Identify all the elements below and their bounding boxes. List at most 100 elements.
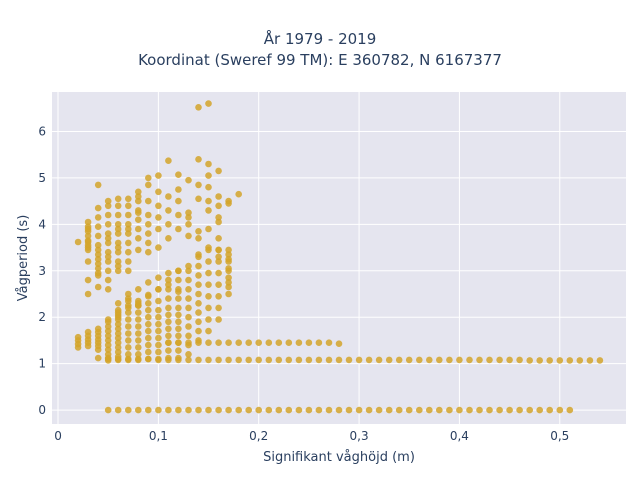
data-point [104,276,112,284]
data-point [135,323,142,330]
data-point [185,313,192,321]
data-point [155,341,162,349]
data-point [586,357,594,364]
data-point [175,267,182,275]
data-point [145,348,152,356]
data-point [225,283,232,291]
data-point [556,406,564,414]
data-point [175,211,182,219]
data-point [104,355,112,363]
data-point [94,232,102,240]
data-point [506,356,513,364]
data-point [125,225,132,233]
data-point [205,339,212,347]
data-point [215,167,222,175]
data-point [285,356,293,364]
data-point [175,311,182,319]
data-point [84,276,92,284]
data-point [225,246,232,254]
data-point [104,346,112,354]
data-point [466,406,473,414]
data-point [205,207,212,214]
data-point [135,225,142,233]
data-point [155,274,162,282]
data-point [84,238,92,246]
data-point [165,347,172,354]
data-point [205,258,212,265]
data-point [114,339,122,347]
data-point [225,197,232,205]
data-point [114,334,122,342]
data-point [125,202,132,210]
data-point [175,339,182,347]
data-point [114,258,122,265]
data-point [215,193,222,200]
data-point [84,232,92,240]
data-point [114,300,122,307]
data-point [546,406,553,414]
data-point [315,406,323,414]
data-point [185,286,192,293]
data-point [225,339,232,347]
data-point [114,211,122,219]
data-points [74,100,604,414]
data-point [526,406,533,414]
data-point [195,356,202,364]
data-point [104,211,112,219]
data-point [215,202,222,210]
data-point [355,356,363,364]
data-point [185,406,192,414]
data-point [104,230,112,237]
data-point [145,334,152,342]
data-point [175,276,182,284]
data-point [155,327,162,335]
data-point [155,172,162,179]
data-point [104,267,112,275]
data-point [114,355,122,363]
data-point [114,248,122,256]
x-tick-label: 0,4 [450,429,469,443]
data-point [155,286,162,293]
data-point [335,406,343,414]
data-point [175,318,182,326]
data-point [125,406,132,414]
data-point [215,218,222,226]
data-point [275,356,283,364]
data-point [436,356,443,364]
data-point [215,339,222,347]
data-point [205,225,212,233]
x-tick-label: 0,3 [350,429,369,443]
data-point [566,406,574,414]
data-point [165,157,172,164]
data-point [416,356,423,364]
data-point [114,195,122,203]
data-point [145,355,152,363]
data-point [145,221,152,228]
data-point [114,225,122,233]
data-point [195,309,202,316]
data-point [104,202,112,210]
data-point [84,244,92,251]
data-point [135,355,142,363]
data-point [175,295,182,302]
data-point [496,406,503,414]
data-point [195,181,202,189]
data-point [345,406,353,414]
data-point [145,279,152,286]
data-point [104,248,112,256]
data-point [295,406,303,414]
data-point [516,406,523,414]
data-point [405,356,413,364]
data-point [125,239,132,247]
y-axis-ticks: 0 1 2 3 4 5 6 [38,124,46,417]
data-point [165,332,172,340]
data-point [305,356,313,364]
data-point [125,351,132,358]
data-point [125,304,132,312]
data-point [125,230,132,237]
data-point [125,267,132,275]
data-point [195,290,202,298]
data-point [185,262,192,270]
data-point [94,269,102,277]
data-point [205,356,212,364]
